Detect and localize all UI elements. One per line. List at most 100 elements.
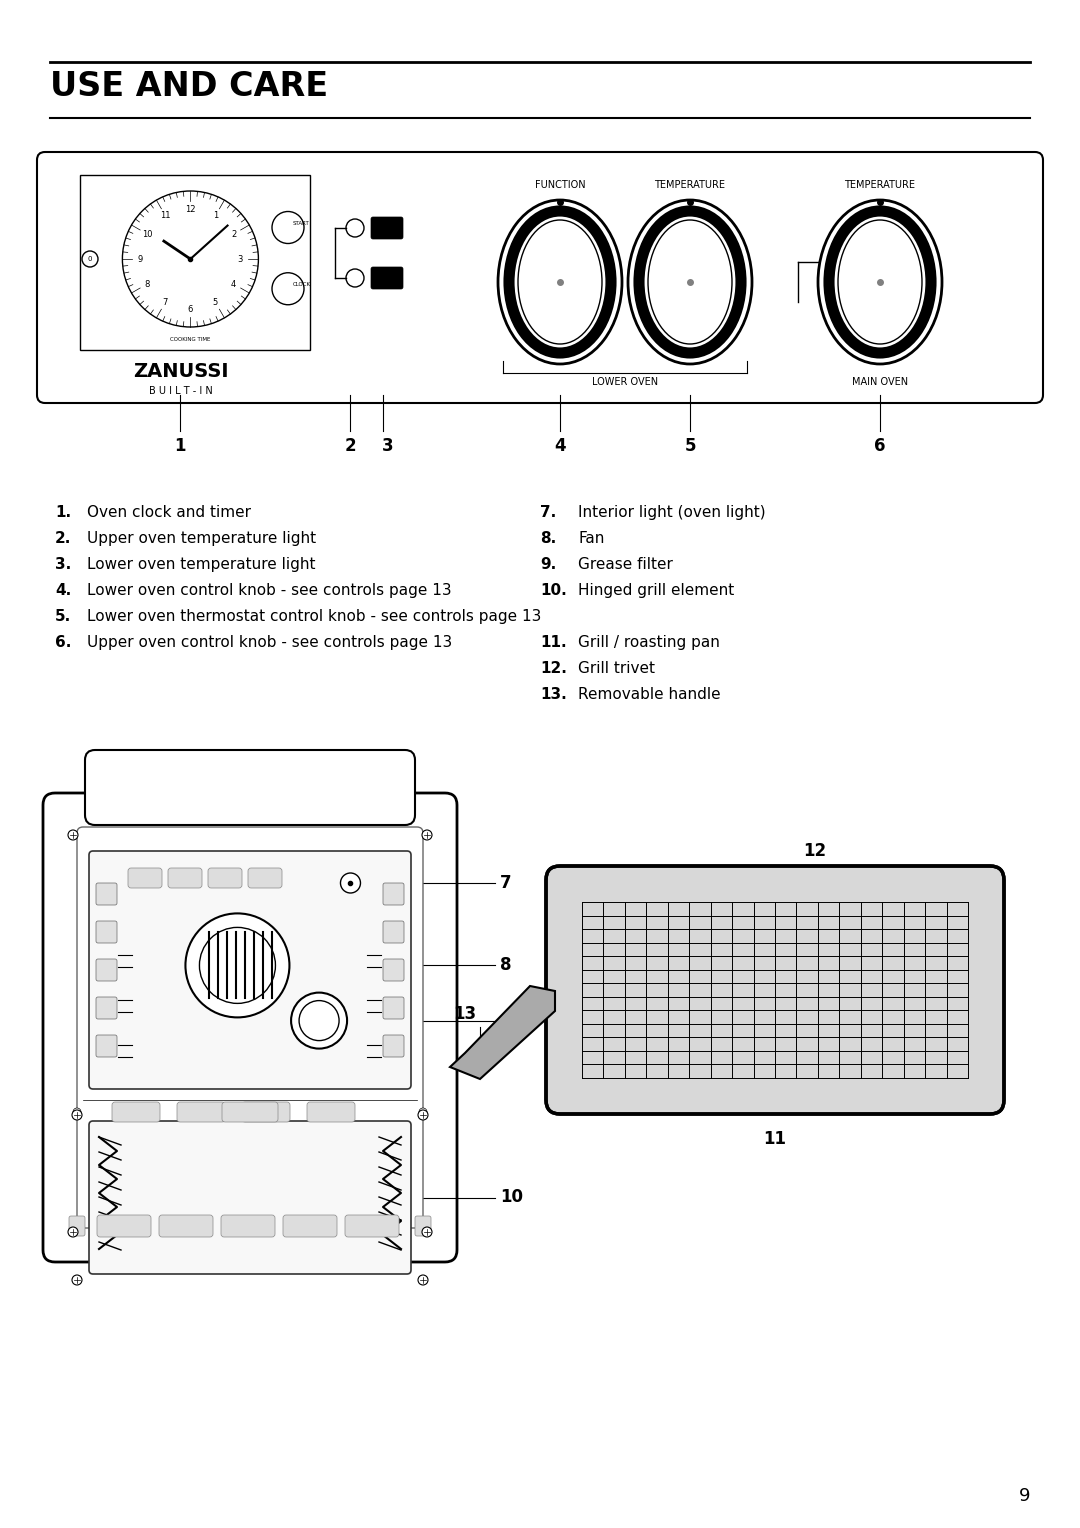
FancyBboxPatch shape — [372, 267, 403, 289]
Text: Fan: Fan — [578, 532, 605, 545]
Text: 12: 12 — [804, 842, 826, 860]
Text: 9.: 9. — [540, 558, 556, 571]
Text: USE AND CARE: USE AND CARE — [50, 70, 328, 102]
Text: Upper oven temperature light: Upper oven temperature light — [87, 532, 316, 545]
Text: 11.: 11. — [540, 636, 567, 649]
FancyBboxPatch shape — [383, 921, 404, 943]
Circle shape — [346, 219, 364, 237]
Circle shape — [200, 927, 275, 1004]
Ellipse shape — [829, 211, 931, 353]
Text: 6: 6 — [188, 304, 193, 313]
Text: LOWER OVEN: LOWER OVEN — [592, 377, 658, 387]
FancyBboxPatch shape — [168, 868, 202, 888]
Text: 10: 10 — [500, 1189, 523, 1207]
Text: 7.: 7. — [540, 504, 556, 520]
FancyBboxPatch shape — [222, 1102, 278, 1122]
FancyBboxPatch shape — [383, 996, 404, 1019]
FancyBboxPatch shape — [96, 921, 117, 943]
Text: 3: 3 — [238, 255, 243, 263]
Text: B U I L T - I N: B U I L T - I N — [149, 387, 213, 396]
FancyBboxPatch shape — [89, 1122, 411, 1274]
Circle shape — [73, 1108, 81, 1115]
FancyBboxPatch shape — [37, 151, 1043, 403]
Text: 4: 4 — [231, 280, 237, 289]
Text: 10: 10 — [141, 229, 152, 238]
Circle shape — [419, 1108, 427, 1115]
Circle shape — [422, 830, 432, 840]
Text: 13.: 13. — [540, 688, 567, 701]
Ellipse shape — [509, 211, 611, 353]
Circle shape — [186, 914, 289, 1018]
FancyBboxPatch shape — [177, 1102, 225, 1122]
FancyBboxPatch shape — [96, 960, 117, 981]
Text: Removable handle: Removable handle — [578, 688, 720, 701]
Circle shape — [68, 830, 78, 840]
FancyBboxPatch shape — [96, 996, 117, 1019]
Text: Grease filter: Grease filter — [578, 558, 673, 571]
Circle shape — [292, 993, 347, 1048]
FancyBboxPatch shape — [221, 1215, 275, 1238]
Text: Lower oven temperature light: Lower oven temperature light — [87, 558, 315, 571]
Circle shape — [122, 191, 258, 327]
Text: 9: 9 — [1018, 1487, 1030, 1505]
Text: 11: 11 — [764, 1131, 786, 1148]
FancyBboxPatch shape — [69, 1216, 85, 1236]
FancyBboxPatch shape — [85, 750, 415, 825]
Ellipse shape — [648, 220, 732, 344]
Text: COOKING TIME: COOKING TIME — [171, 338, 211, 342]
Text: 7: 7 — [163, 298, 168, 307]
Text: 5.: 5. — [55, 610, 71, 623]
FancyBboxPatch shape — [96, 1034, 117, 1057]
Text: MAIN OVEN: MAIN OVEN — [852, 377, 908, 387]
Text: 12: 12 — [185, 205, 195, 214]
Text: ZANUSSI: ZANUSSI — [133, 362, 228, 380]
Text: 2: 2 — [345, 437, 355, 455]
FancyBboxPatch shape — [345, 1215, 399, 1238]
Circle shape — [72, 1274, 82, 1285]
Text: 10.: 10. — [540, 584, 567, 597]
FancyBboxPatch shape — [283, 1215, 337, 1238]
Text: Hinged grill element: Hinged grill element — [578, 584, 734, 597]
Text: Oven clock and timer: Oven clock and timer — [87, 504, 251, 520]
Text: Grill / roasting pan: Grill / roasting pan — [578, 636, 720, 649]
Circle shape — [68, 1227, 78, 1238]
FancyBboxPatch shape — [383, 883, 404, 905]
Text: 9: 9 — [138, 255, 143, 263]
FancyBboxPatch shape — [112, 1102, 160, 1122]
Text: 5: 5 — [685, 437, 696, 455]
FancyBboxPatch shape — [43, 793, 457, 1262]
Text: Interior light (oven light): Interior light (oven light) — [578, 504, 766, 520]
Text: 4.: 4. — [55, 584, 71, 597]
Circle shape — [418, 1109, 428, 1120]
Circle shape — [72, 1109, 82, 1120]
FancyBboxPatch shape — [97, 1215, 151, 1238]
Text: 1: 1 — [213, 211, 218, 220]
Text: 6: 6 — [874, 437, 886, 455]
Text: 8: 8 — [500, 957, 512, 975]
Text: Grill trivet: Grill trivet — [578, 662, 654, 675]
Circle shape — [272, 211, 303, 243]
FancyBboxPatch shape — [248, 868, 282, 888]
Text: 2: 2 — [231, 229, 237, 238]
Ellipse shape — [838, 220, 922, 344]
Text: 7: 7 — [500, 874, 512, 892]
Ellipse shape — [498, 200, 622, 364]
FancyBboxPatch shape — [546, 866, 1004, 1114]
Text: 11: 11 — [160, 211, 171, 220]
FancyBboxPatch shape — [77, 827, 423, 1229]
FancyBboxPatch shape — [129, 868, 162, 888]
Text: 6.: 6. — [55, 636, 71, 649]
Text: 9: 9 — [500, 1012, 512, 1030]
Text: 2.: 2. — [55, 532, 71, 545]
Text: 8: 8 — [145, 280, 150, 289]
FancyBboxPatch shape — [415, 1216, 431, 1236]
Circle shape — [346, 269, 364, 287]
FancyBboxPatch shape — [383, 1034, 404, 1057]
Circle shape — [422, 1227, 432, 1238]
Text: 8.: 8. — [540, 532, 556, 545]
Polygon shape — [450, 986, 555, 1079]
Text: 4: 4 — [554, 437, 566, 455]
Circle shape — [340, 872, 361, 892]
Text: Lower oven control knob - see controls page 13: Lower oven control knob - see controls p… — [87, 584, 451, 597]
FancyBboxPatch shape — [307, 1102, 355, 1122]
